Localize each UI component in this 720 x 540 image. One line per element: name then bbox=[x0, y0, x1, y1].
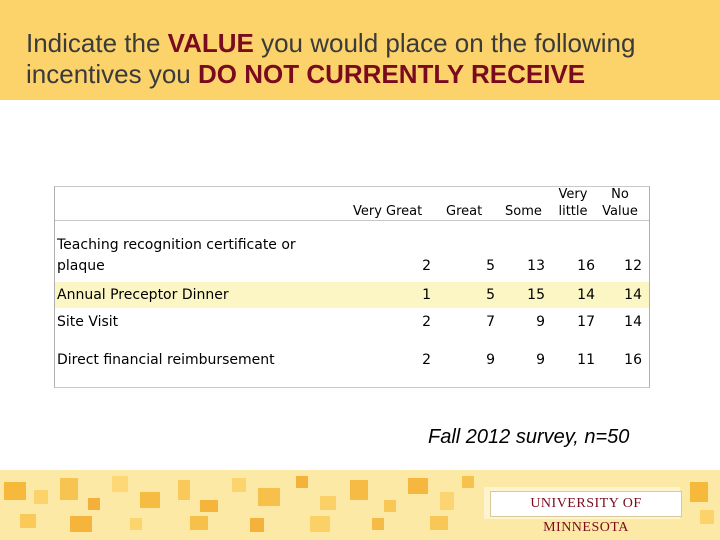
col-header-very-little-line1: Very bbox=[558, 187, 588, 202]
col-header-very-great: Very Great bbox=[353, 204, 423, 219]
value-cell: 16 bbox=[577, 258, 595, 274]
value-cell: 2 bbox=[422, 352, 431, 368]
slide-title: Indicate the VALUE you would place on th… bbox=[26, 28, 636, 89]
col-header-no-value-line1: No bbox=[611, 187, 629, 202]
row-label: Annual Preceptor Dinner bbox=[57, 287, 229, 303]
row-label: Site Visit bbox=[57, 314, 119, 330]
survey-note: Fall 2012 survey, n=50 bbox=[428, 426, 630, 448]
value-cell: 14 bbox=[624, 287, 642, 303]
row-highlight bbox=[55, 282, 649, 308]
table-divider bbox=[55, 220, 649, 221]
col-header-very-little-line2: little bbox=[558, 204, 588, 219]
value-cell: 12 bbox=[624, 258, 642, 274]
value-cell: 1 bbox=[422, 287, 431, 303]
value-cell: 9 bbox=[536, 314, 545, 330]
value-cell: 5 bbox=[486, 258, 495, 274]
col-header-great: Great bbox=[446, 204, 483, 219]
value-cell: 14 bbox=[624, 314, 642, 330]
row-label-line1: Teaching recognition certificate or bbox=[57, 237, 296, 253]
value-cell: 9 bbox=[486, 352, 495, 368]
value-cell: 7 bbox=[486, 314, 495, 330]
value-cell: 5 bbox=[486, 287, 495, 303]
value-cell: 16 bbox=[624, 352, 642, 368]
title-emphasis-value: VALUE bbox=[167, 28, 254, 58]
row-label-line2: plaque bbox=[57, 258, 105, 274]
value-cell: 2 bbox=[422, 258, 431, 274]
value-cell: 14 bbox=[577, 287, 595, 303]
value-cell: 2 bbox=[422, 314, 431, 330]
incentive-table: Very Great Great Some Very little No Val… bbox=[54, 186, 650, 388]
value-cell: 13 bbox=[527, 258, 545, 274]
university-logo: UNIVERSITY OF MINNESOTA bbox=[490, 491, 682, 535]
header-band bbox=[0, 0, 720, 100]
row-label: Direct financial reimbursement bbox=[57, 352, 275, 368]
col-header-some: Some bbox=[505, 204, 542, 219]
title-emphasis-not-receive: DO NOT CURRENTLY RECEIVE bbox=[197, 59, 586, 89]
value-cell: 9 bbox=[536, 352, 545, 368]
col-header-no-value-line2: Value bbox=[602, 204, 638, 219]
value-cell: 11 bbox=[577, 352, 595, 368]
value-cell: 15 bbox=[527, 287, 545, 303]
value-cell: 17 bbox=[577, 314, 595, 330]
